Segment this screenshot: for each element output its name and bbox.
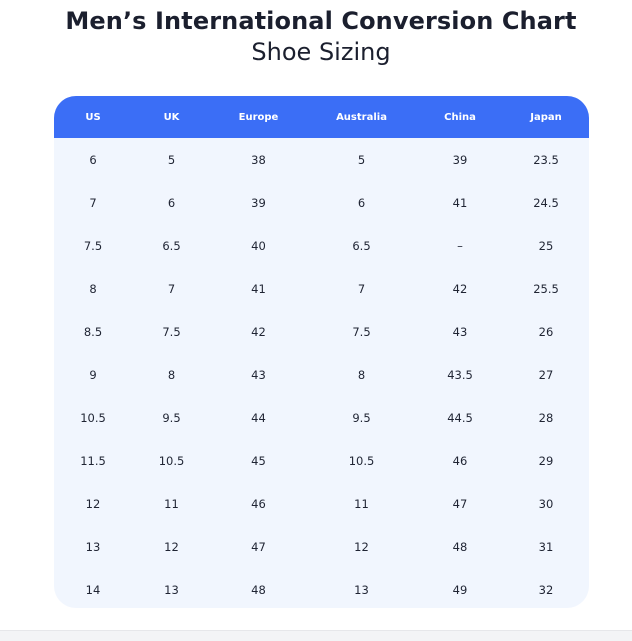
cell-europe: 40: [251, 238, 266, 253]
cell-japan: 28: [538, 410, 554, 425]
cell-europe: 45: [251, 453, 266, 468]
table-row: 8 7 41 7 42 25.5: [54, 267, 589, 310]
cell-us: 9: [89, 367, 97, 382]
cell-japan: 32: [538, 582, 554, 597]
cell-uk: 6.5: [162, 238, 181, 253]
cell-china: 43: [452, 324, 468, 339]
table-header-row: US UK Europe Australia China Japan: [54, 96, 589, 138]
cell-japan: 24.5: [533, 195, 559, 210]
cell-us: 11.5: [80, 453, 106, 468]
cell-japan: 25.5: [533, 281, 559, 296]
cell-europe: 41: [251, 281, 266, 296]
cell-us: 7.5: [83, 238, 103, 253]
cell-china: 42: [452, 281, 468, 296]
cell-us: 8.5: [83, 324, 103, 339]
table-row: 7.5 6.5 40 6.5 – 25: [54, 224, 589, 267]
page-title: Men’s International Conversion Chart: [65, 7, 577, 35]
cell-us: 12: [85, 496, 101, 511]
cell-europe: 39: [251, 195, 266, 210]
cell-uk: 7.5: [162, 324, 181, 339]
cell-japan: 31: [538, 539, 554, 554]
table-row: 7 6 39 6 41 24.5: [54, 181, 589, 224]
cell-us: 6: [89, 152, 97, 167]
cell-australia: 6: [357, 195, 366, 210]
table-row: 6 5 38 5 39 23.5: [54, 138, 589, 181]
cell-uk: 10.5: [158, 453, 185, 468]
cell-china: 47: [452, 496, 468, 511]
cell-us: 14: [85, 582, 101, 597]
cell-china: 48: [452, 539, 468, 554]
table-row: 9 8 43 8 43.5 27: [54, 353, 589, 396]
cell-us: 13: [85, 539, 101, 554]
cell-japan: 26: [538, 324, 554, 339]
cell-australia: 6.5: [352, 238, 371, 253]
cell-australia: 13: [354, 582, 369, 597]
cell-uk: 8: [167, 367, 176, 382]
cell-uk: 6: [167, 195, 176, 210]
cell-china: 39: [452, 152, 468, 167]
cell-uk: 11: [164, 496, 179, 511]
cell-china: 44.5: [447, 410, 473, 425]
cell-europe: 43: [251, 367, 266, 382]
cell-china: 49: [452, 582, 468, 597]
conversion-table: US UK Europe Australia China Japan 6 5 38 5…: [54, 96, 589, 608]
column-header-uk: UK: [163, 111, 180, 123]
cell-europe: 46: [251, 496, 266, 511]
table-row: 10.5 9.5 44 9.5 44.5 28: [54, 396, 589, 439]
page-subtitle: Shoe Sizing: [251, 38, 391, 66]
cell-uk: 12: [164, 539, 179, 554]
cell-australia: 8: [357, 367, 366, 382]
cell-australia: 11: [354, 496, 369, 511]
cell-europe: 38: [251, 152, 266, 167]
cell-uk: 9.5: [162, 410, 181, 425]
cell-australia: 5: [357, 152, 366, 167]
cell-japan: 23.5: [533, 152, 559, 167]
cell-australia: 12: [354, 539, 369, 554]
cell-china: 41: [452, 195, 468, 210]
column-header-japan: Japan: [530, 111, 562, 123]
table-row: 12 11 46 11 47 30: [54, 482, 589, 525]
table-row: 8.5 7.5 42 7.5 43 26: [54, 310, 589, 353]
column-header-europe: Europe: [238, 111, 279, 123]
cell-china: –: [457, 238, 463, 253]
cell-australia: 9.5: [352, 410, 371, 425]
cell-europe: 47: [251, 539, 266, 554]
column-header-china: China: [444, 111, 476, 123]
cell-europe: 48: [251, 582, 266, 597]
table-header: US UK Europe Australia China Japan: [54, 96, 589, 138]
cell-australia: 7.5: [352, 324, 371, 339]
table-row: 14 13 48 13 49 32: [54, 568, 589, 608]
cell-japan: 30: [538, 496, 554, 511]
cell-uk: 7: [167, 281, 176, 296]
cell-europe: 44: [251, 410, 266, 425]
cell-japan: 25: [538, 238, 554, 253]
cell-uk: 13: [164, 582, 179, 597]
cell-us: 10.5: [80, 410, 106, 425]
table-body: 6 5 38 5 39 23.5 7 6 39 6 41 24.5 7.5 6.5 40 6.5 – 25 8 7 41…: [54, 138, 589, 608]
table-row: 11.5 10.5 45 10.5 46 29: [54, 439, 589, 482]
cell-us: 8: [89, 281, 97, 296]
cell-china: 43.5: [447, 367, 473, 382]
cell-china: 46: [452, 453, 468, 468]
cell-japan: 29: [538, 453, 554, 468]
column-header-us: US: [85, 111, 101, 123]
cell-japan: 27: [538, 367, 554, 382]
column-header-australia: Australia: [336, 111, 387, 123]
cell-australia: 7: [357, 281, 366, 296]
cell-europe: 42: [251, 324, 266, 339]
cell-australia: 10.5: [348, 453, 375, 468]
cell-uk: 5: [167, 152, 176, 167]
cell-us: 7: [89, 195, 97, 210]
page-footer-bar: [0, 630, 632, 641]
table-row: 13 12 47 12 48 31: [54, 525, 589, 568]
size-conversion-table: US UK Europe Australia China Japan 6 5 38 5…: [54, 96, 589, 608]
